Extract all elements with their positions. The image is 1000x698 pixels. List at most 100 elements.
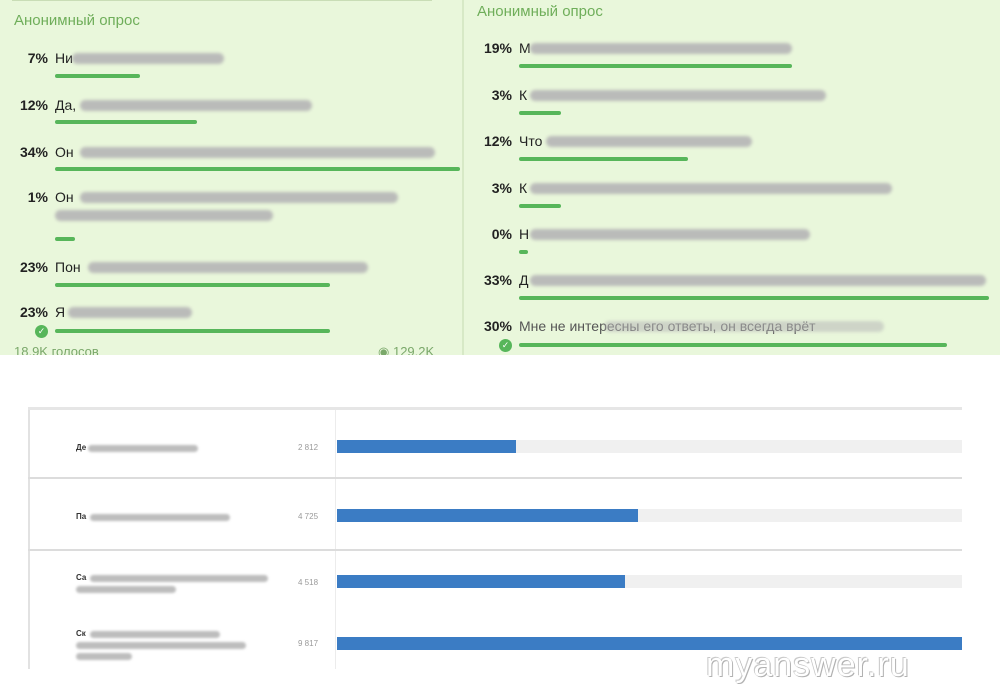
poll-option[interactable]: 7% Ни: [0, 50, 460, 90]
redacted-text: [530, 90, 826, 101]
redacted-text: [55, 210, 273, 221]
option-text: Н: [519, 226, 530, 242]
watermark: myanswer.ru: [706, 646, 910, 684]
poll-kind-label: Анонимный опрос: [477, 3, 603, 20]
option-percent: 33%: [483, 272, 512, 288]
redacted-text: [546, 136, 752, 147]
option-bar: [55, 283, 330, 287]
option-percent: 12%: [483, 133, 512, 149]
option-percent: 34%: [19, 144, 48, 160]
vote-count: 9 817: [298, 639, 319, 648]
option-text: Я: [55, 304, 66, 320]
candidate-name: Са: [76, 573, 87, 582]
option-percent: 0%: [491, 226, 512, 242]
result-bar-track: [337, 637, 962, 650]
redacted-text: [76, 653, 132, 660]
option-text: Пон: [55, 259, 81, 275]
redacted-text: [90, 514, 230, 521]
option-percent: 3%: [491, 87, 512, 103]
redacted-text: [88, 262, 368, 273]
poll-option[interactable]: 30% Мне не интересны его ответы, он всег…: [464, 318, 1000, 355]
option-bar: [519, 250, 528, 254]
option-text: Д: [519, 272, 529, 288]
redacted-text: [80, 100, 312, 111]
poll-option[interactable]: 19% М: [464, 40, 1000, 80]
redacted-text: [88, 445, 198, 452]
option-bar: [55, 120, 197, 124]
option-bar: [55, 329, 330, 333]
option-bar: [519, 157, 688, 161]
option-percent: 12%: [19, 97, 48, 113]
poll-option[interactable]: 3% К: [464, 87, 1000, 127]
eye-icon: ◉: [378, 344, 390, 355]
table-left-border: [28, 410, 30, 669]
option-text: Ни: [55, 50, 73, 66]
option-text: М: [519, 40, 531, 56]
option-text: Он: [55, 189, 74, 205]
poll-option[interactable]: 33% Д: [464, 272, 1000, 312]
redacted-text: [76, 642, 246, 649]
poll-option[interactable]: 3% К: [464, 180, 1000, 220]
option-text: Да,: [55, 97, 77, 113]
column-separator: [335, 410, 336, 669]
redacted-text: [604, 321, 884, 332]
result-bar-track: [337, 440, 962, 453]
option-percent: 19%: [483, 40, 512, 56]
candidate-name: Де: [76, 443, 87, 452]
poll-option[interactable]: 23% Пон: [0, 259, 460, 299]
views-value: 129,2K: [392, 344, 435, 355]
poll-option[interactable]: 0% Н: [464, 226, 1000, 266]
results-table: Де 2 812 Па 4 725 Са 4 518 Ск 9 817: [28, 407, 962, 671]
redacted-text: [530, 275, 986, 286]
option-percent: 30%: [483, 318, 512, 334]
table-row[interactable]: Па 4 725: [28, 479, 962, 549]
poll-header-line: [12, 0, 432, 1]
option-text: Он: [55, 144, 74, 160]
redacted-text: [68, 307, 192, 318]
option-text: К: [519, 180, 528, 196]
option-bar: [55, 74, 140, 78]
row-separator: [28, 477, 962, 479]
option-percent: 23%: [19, 259, 48, 275]
option-percent: 7%: [27, 50, 48, 66]
option-text: К: [519, 87, 528, 103]
poll-kind-label: Анонимный опрос: [14, 12, 140, 29]
poll-option[interactable]: 12% Что: [464, 133, 1000, 173]
vote-count: 4 725: [298, 512, 319, 521]
result-bar: [337, 509, 638, 522]
check-icon: ✓: [35, 325, 48, 338]
votes-count: 18,9K голосов: [14, 344, 99, 355]
right-poll: Анонимный опрос 19% М 3% К 12% Что 3% К …: [464, 0, 1000, 355]
redacted-text: [80, 147, 435, 158]
option-bar: [519, 204, 561, 208]
vote-count: 2 812: [298, 443, 319, 452]
poll-option[interactable]: 12% Да,: [0, 97, 460, 137]
option-text: Что: [519, 133, 543, 149]
option-bar: [519, 343, 947, 347]
redacted-text: [90, 575, 268, 582]
option-bar: [519, 111, 561, 115]
poll-option[interactable]: 1% Он: [0, 189, 460, 245]
left-poll: Анонимный опрос 7% Ни 12% Да, 34% Он 1% …: [0, 0, 462, 355]
redacted-text: [80, 192, 398, 203]
poll-option[interactable]: 34% Он: [0, 144, 462, 184]
result-bar-track: [337, 509, 962, 522]
result-bar: [337, 575, 625, 588]
candidate-name: Ск: [76, 629, 86, 638]
redacted-text: [76, 586, 176, 593]
poll-option[interactable]: 23% Я: [0, 304, 460, 344]
candidate-name: Па: [76, 512, 87, 521]
result-bar-track: [337, 575, 962, 588]
table-row[interactable]: Де 2 812: [28, 410, 962, 478]
table-row[interactable]: Ск 9 817: [28, 611, 962, 671]
option-bar: [55, 237, 75, 241]
option-percent: 3%: [491, 180, 512, 196]
result-bar: [337, 440, 516, 453]
option-percent: 1%: [27, 189, 48, 205]
table-row[interactable]: Са 4 518: [28, 551, 962, 611]
option-bar: [519, 64, 792, 68]
views-count: ◉ 129,2K: [378, 344, 434, 355]
table-top-border: [28, 407, 962, 410]
redacted-text: [530, 229, 810, 240]
option-percent: 23%: [19, 304, 48, 320]
